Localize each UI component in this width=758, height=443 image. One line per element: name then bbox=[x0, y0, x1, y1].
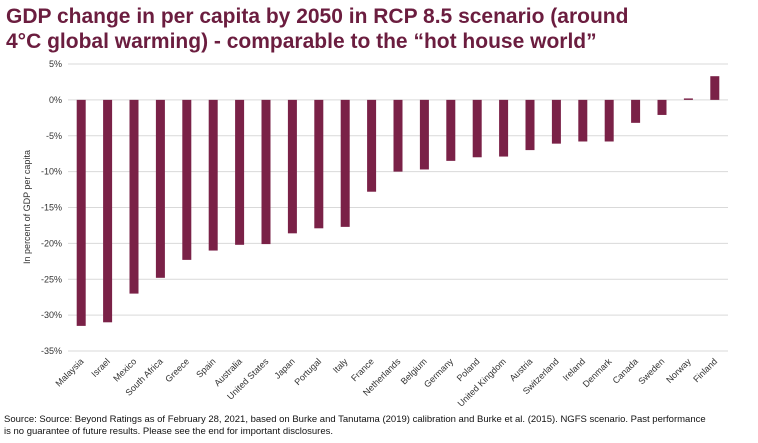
bar-spain bbox=[208, 99, 218, 251]
y-axis-label: In percent of GDP per capita bbox=[22, 150, 32, 264]
source-line-2: is no guarantee of future results. Pleas… bbox=[4, 426, 333, 437]
bar-south-africa bbox=[155, 99, 165, 278]
y-tick-label: -30% bbox=[41, 310, 62, 320]
x-tick-label: Italy bbox=[331, 356, 350, 375]
bar-netherlands bbox=[393, 99, 403, 172]
x-tick-label: Canada bbox=[611, 356, 640, 385]
x-tick-label: Japan bbox=[272, 356, 296, 380]
x-tick-label: Norway bbox=[664, 356, 693, 385]
x-tick-label: Greece bbox=[163, 356, 191, 384]
chart-title-line-2: 4°C global warming) - comparable to the … bbox=[6, 30, 597, 53]
y-tick-label: 5% bbox=[49, 59, 62, 69]
x-tick-label: Sweden bbox=[636, 356, 666, 386]
bar-australia bbox=[235, 99, 245, 245]
bar-switzerland bbox=[551, 99, 561, 144]
bar-united-states bbox=[261, 99, 271, 245]
x-tick-label: Malaysia bbox=[53, 356, 85, 388]
bar-finland bbox=[710, 76, 720, 100]
x-tick-label: Israel bbox=[89, 356, 112, 379]
bar-canada bbox=[631, 99, 641, 123]
bar-italy bbox=[340, 99, 350, 227]
bars bbox=[76, 76, 720, 326]
y-tick-label: -35% bbox=[41, 346, 62, 356]
gridlines bbox=[68, 63, 728, 352]
y-tick-label: -5% bbox=[46, 131, 62, 141]
bar-france bbox=[367, 99, 377, 192]
bar-germany bbox=[446, 99, 456, 161]
bar-belgium bbox=[419, 99, 429, 170]
bar-denmark bbox=[604, 99, 614, 142]
x-tick-label: Finland bbox=[691, 356, 719, 384]
bar-chart: 5% 0% -5% -10% -15% -20% -25% -30% -35% Malaysia… bbox=[22, 59, 728, 409]
chart-title: GDP change in per capita by 2050 in RCP … bbox=[6, 4, 746, 54]
y-tick-label: -15% bbox=[41, 203, 62, 213]
x-tick-label: United Kingdom bbox=[456, 356, 508, 408]
bar-ireland bbox=[578, 99, 588, 142]
bar-greece bbox=[182, 99, 192, 260]
bar-portugal bbox=[314, 99, 324, 229]
x-tick-label: Germany bbox=[422, 356, 456, 390]
x-tick-label: Spain bbox=[194, 356, 217, 379]
source-note: Source: Source: Beyond Ratings as of Feb… bbox=[4, 414, 754, 438]
x-tick-label: Portugal bbox=[292, 356, 323, 387]
bar-japan bbox=[287, 99, 297, 234]
bar-norway bbox=[683, 98, 693, 100]
y-tick-label: -10% bbox=[41, 167, 62, 177]
x-tick-label: Denmark bbox=[581, 356, 614, 389]
y-axis-ticks: 5% 0% -5% -10% -15% -20% -25% -30% -35% bbox=[41, 59, 62, 356]
bar-malaysia bbox=[76, 99, 86, 326]
bar-austria bbox=[525, 99, 535, 151]
source-line-1: Source: Source: Beyond Ratings as of Feb… bbox=[4, 414, 706, 425]
chart-title-line-1: GDP change in per capita by 2050 in RCP … bbox=[6, 5, 629, 28]
bar-mexico bbox=[129, 99, 139, 294]
y-tick-label: -25% bbox=[41, 274, 62, 284]
bar-sweden bbox=[657, 99, 667, 115]
y-tick-label: -20% bbox=[41, 238, 62, 248]
chart-container: 5% 0% -5% -10% -15% -20% -25% -30% -35% Malaysia… bbox=[22, 59, 728, 409]
y-tick-label: 0% bbox=[49, 95, 62, 105]
bar-israel bbox=[103, 99, 113, 323]
bar-united-kingdom bbox=[499, 99, 509, 157]
bar-poland bbox=[472, 99, 482, 158]
